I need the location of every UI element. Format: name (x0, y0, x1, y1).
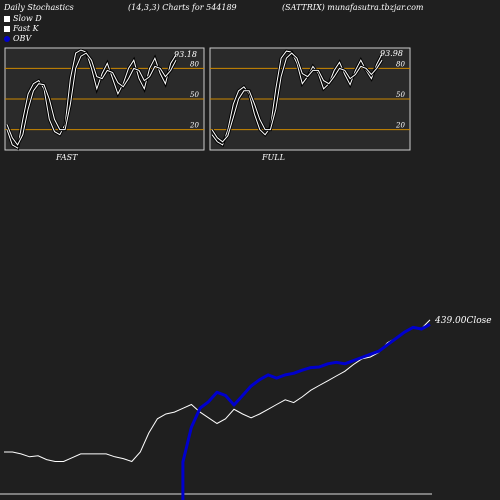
chart-params: (14,3,3) Charts for 544189 (128, 3, 237, 12)
legend-item-fast-k: Fast K (4, 24, 39, 33)
legend-item-slow-d: Slow D (4, 14, 42, 23)
fast-slow-d-line (6, 52, 177, 146)
legend-swatch-fast-k (4, 26, 10, 32)
close-price-line (4, 319, 431, 463)
legend-label-obv: OBV (13, 34, 32, 43)
full-stochastic-panel: 20 50 80 93.98 (209, 47, 411, 151)
full-slow-d-line (211, 52, 383, 143)
fast-fast-k-line (6, 49, 177, 149)
fast-level-tick-20: 20 (189, 122, 199, 130)
legend-item-obv: OBV (4, 34, 31, 43)
full-level-tick-50: 50 (396, 91, 405, 99)
full-level-tick-20: 20 (395, 122, 405, 130)
legend-label-slow-d: Slow D (13, 14, 42, 23)
legend-swatch-slow-d (4, 16, 10, 22)
close-label: 439.00Close (434, 316, 492, 326)
price-obv-panel: 439.00Close (0, 316, 492, 500)
fast-level-tick-50: 50 (190, 91, 199, 99)
legend-label-fast-k: Fast K (13, 24, 39, 33)
full-panel-label: FULL (262, 153, 285, 162)
chart-site: (SATTRIX) munafasutra.tbzjar.com (282, 3, 424, 12)
legend-swatch-obv (4, 36, 10, 42)
obv-line (181, 322, 431, 500)
full-level-tick-80: 80 (396, 60, 405, 68)
fast-level-tick-80: 80 (190, 60, 199, 68)
chart-title: Daily Stochastics (4, 3, 74, 12)
full-last-value: 93.98 (380, 49, 403, 58)
fast-last-value: 93.18 (174, 50, 197, 59)
fast-panel-label: FAST (56, 153, 78, 162)
